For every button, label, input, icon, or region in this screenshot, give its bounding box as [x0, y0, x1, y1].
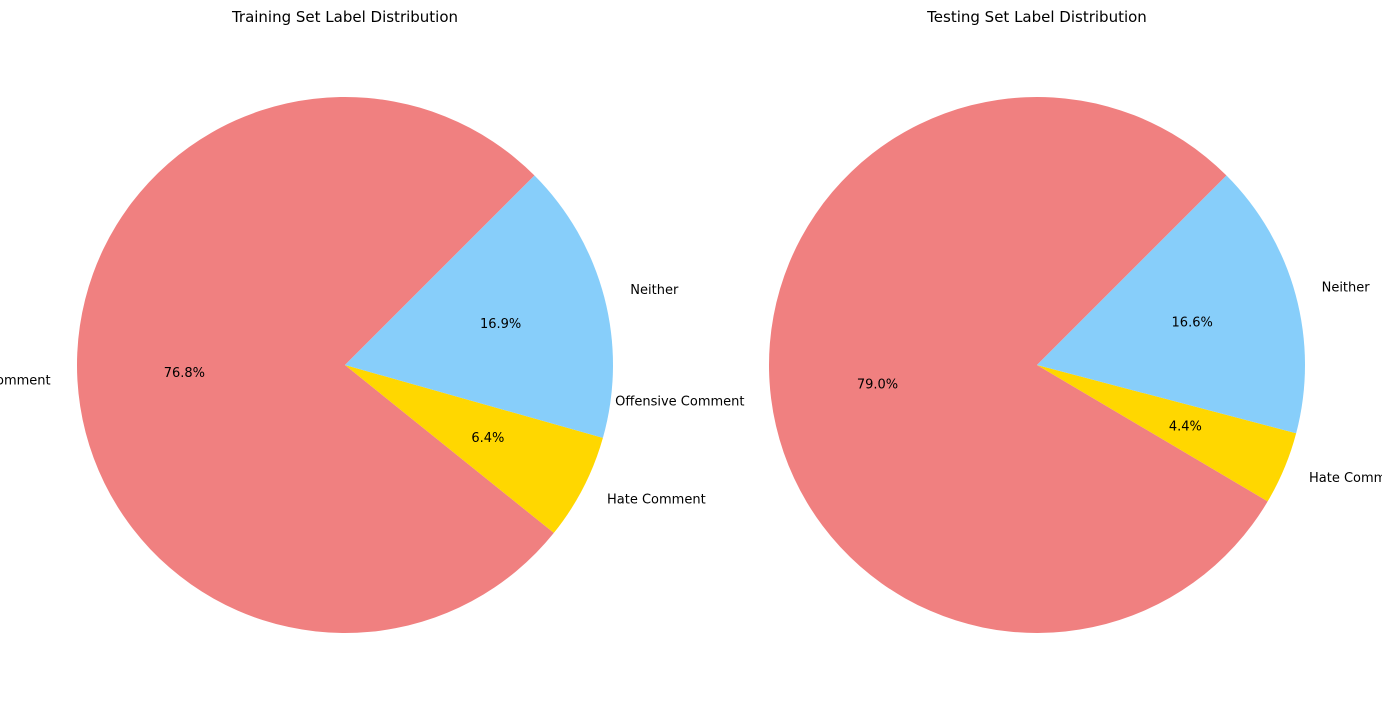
training-slice-hate-comment — [345, 365, 603, 533]
testing-slice-offensive-comment — [768, 97, 1268, 634]
training-pct-offensive-comment: 76.8% — [164, 366, 205, 381]
training-slices — [76, 97, 613, 634]
training-labels: Offensive Comment 76.8% Hate Comment 6.4% Ne… — [0, 283, 706, 508]
testing-pct-offensive-comment: 79.0% — [857, 378, 898, 393]
testing-slices — [768, 97, 1306, 634]
testing-slice-neither — [1037, 175, 1306, 434]
training-pct-neither: 16.9% — [480, 317, 521, 332]
training-pct-hate-comment: 6.4% — [471, 431, 504, 446]
testing-label-neither: Neither — [1322, 281, 1371, 296]
testing-label-hate-comment: Hate Comment — [1309, 471, 1382, 486]
testing-pct-hate-comment: 4.4% — [1169, 420, 1202, 435]
training-chart-title: Training Set Label Distribution — [231, 8, 458, 26]
training-slice-offensive-comment — [76, 97, 554, 634]
testing-pct-neither: 16.6% — [1172, 316, 1213, 331]
training-label-neither: Neither — [630, 283, 679, 298]
testing-pie-chart: Testing Set Label Distribution Offensive… — [615, 8, 1382, 634]
training-pie-chart: Training Set Label Distribution Offensiv… — [0, 8, 706, 634]
training-label-hate-comment: Hate Comment — [607, 493, 706, 508]
training-slice-neither — [345, 175, 613, 438]
testing-chart-title: Testing Set Label Distribution — [926, 8, 1147, 26]
testing-labels: Offensive Comment 79.0% Hate Comment 4.4% Ne… — [615, 281, 1382, 487]
training-label-offensive-comment: Offensive Comment — [0, 374, 51, 389]
testing-slice-hate-comment — [1037, 365, 1297, 502]
testing-label-offensive-comment: Offensive Comment — [615, 394, 744, 409]
